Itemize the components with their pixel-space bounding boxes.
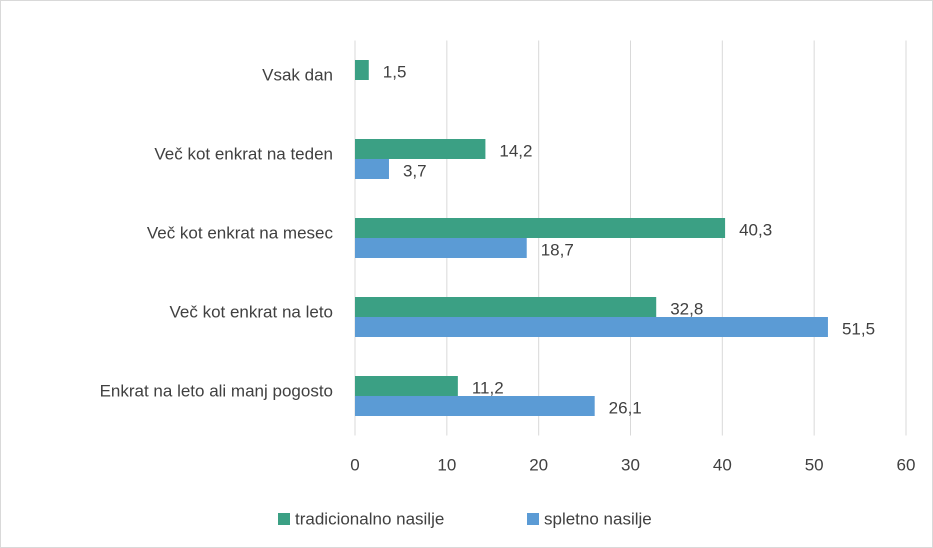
x-tick-label: 30 <box>621 455 640 474</box>
bar <box>355 218 726 238</box>
y-tick-label: Več kot enkrat na teden <box>154 144 333 163</box>
bar <box>355 376 458 396</box>
bar <box>355 159 389 179</box>
x-tick-label: 0 <box>350 455 359 474</box>
bar <box>355 139 486 159</box>
y-tick-label: Več kot enkrat na leto <box>170 302 334 321</box>
x-tick-label: 40 <box>713 455 732 474</box>
value-label: 3,7 <box>403 161 427 180</box>
bar <box>355 297 657 317</box>
y-tick-label: Več kot enkrat na mesec <box>147 223 334 242</box>
value-label: 26,1 <box>609 398 642 417</box>
value-label: 51,5 <box>842 319 875 338</box>
bar <box>355 396 595 416</box>
value-label: 32,8 <box>670 299 703 318</box>
x-tick-label: 10 <box>437 455 456 474</box>
legend-swatch <box>527 513 539 525</box>
value-label: 18,7 <box>541 240 574 259</box>
y-tick-label: Vsak dan <box>262 65 333 84</box>
x-tick-label: 50 <box>805 455 824 474</box>
y-tick-label: Enkrat na leto ali manj pogosto <box>100 381 333 400</box>
value-label: 1,5 <box>383 62 407 81</box>
bar <box>355 238 527 258</box>
x-tick-label: 20 <box>529 455 548 474</box>
x-tick-label: 60 <box>897 455 916 474</box>
legend-swatch <box>278 513 290 525</box>
value-label: 40,3 <box>739 220 772 239</box>
bar <box>355 317 828 337</box>
legend-label: spletno nasilje <box>544 509 652 528</box>
value-label: 14,2 <box>499 141 532 160</box>
legend-label: tradicionalno nasilje <box>295 509 444 528</box>
value-label: 11,2 <box>472 378 504 397</box>
bar <box>355 60 369 80</box>
